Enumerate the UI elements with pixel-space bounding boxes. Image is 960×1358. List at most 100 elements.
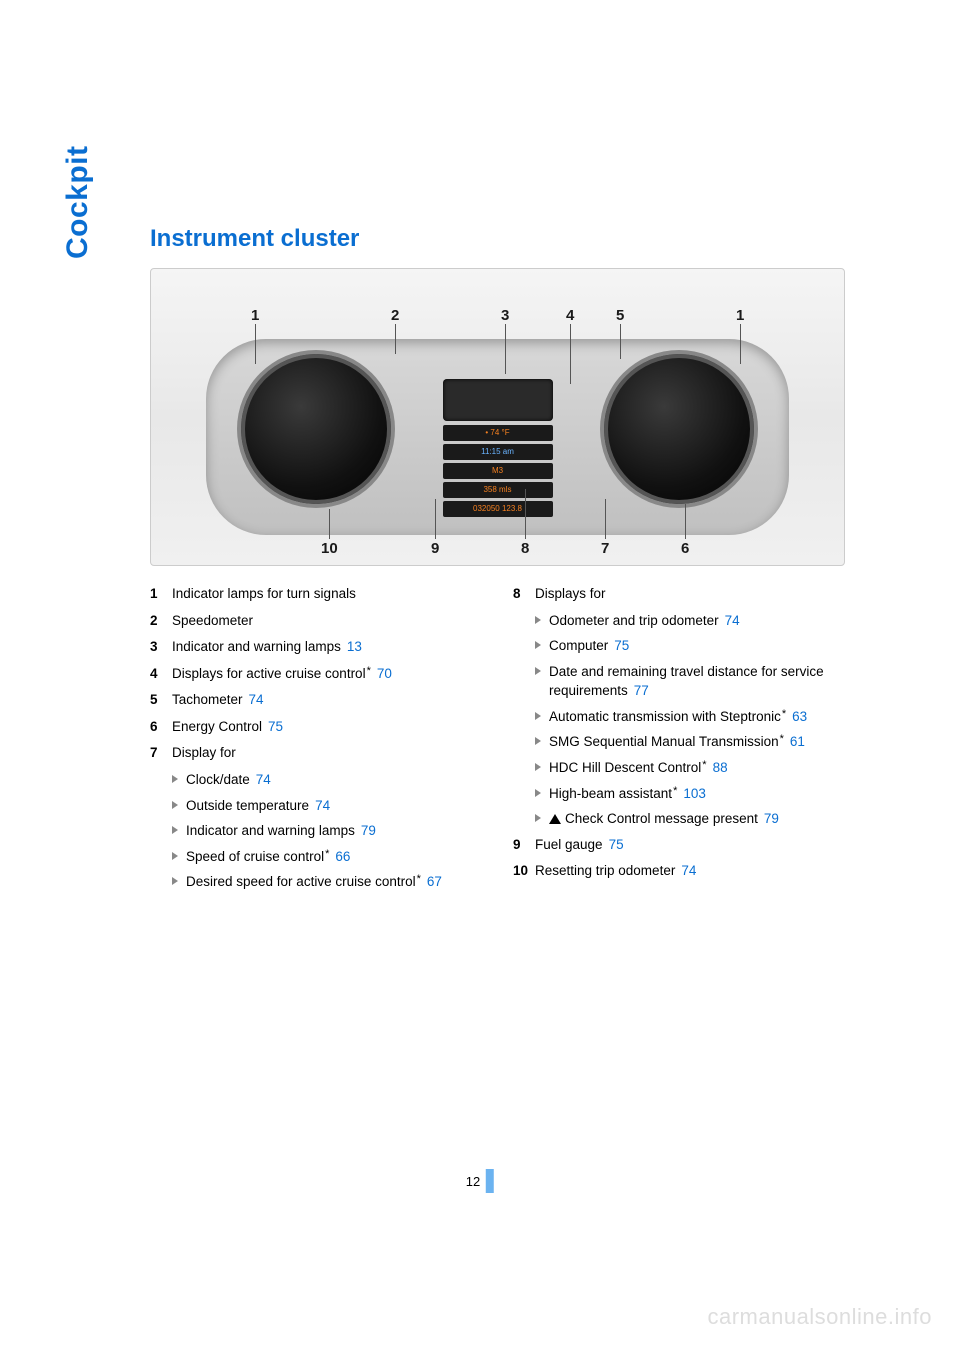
legend-sublist: Odometer and trip odometer 74 Computer75 Da… [535,611,848,829]
legend-item: 2Speedometer [150,611,485,631]
page-number-value: 12 [466,1174,480,1189]
lead-line [395,324,396,354]
page-reference[interactable]: 88 [713,760,728,775]
footnote-star-icon: * [780,733,784,745]
legend-sublabel: Automatic transmission with Steptronic [549,709,781,724]
legend-label: Displays for active cruise control [172,666,366,681]
page-reference[interactable]: 74 [725,613,740,628]
bullet-triangle-icon [172,877,178,885]
page-reference[interactable]: 13 [347,639,362,654]
legend-subtext: High-beam assistant* 103 [549,784,848,804]
footnote-star-icon: * [702,759,706,771]
lead-line [435,499,436,539]
page-reference[interactable]: 79 [361,823,376,838]
page-reference[interactable]: 70 [377,666,392,681]
callout-9: 9 [431,540,439,557]
page-heading: Instrument cluster [150,225,860,253]
legend-item: 1Indicator lamps for turn signals [150,584,485,604]
legend-label: Indicator and warning lamps [172,639,341,654]
callout-6: 6 [681,540,689,557]
legend-text: Energy Control75 [172,717,485,737]
callout-7: 7 [601,540,609,557]
legend-number: 4 [150,664,172,684]
legend-columns: 1Indicator lamps for turn signals2Speedo… [150,584,860,898]
bullet-triangle-icon [535,641,541,649]
legend-subtext: Date and remaining travel distance for s… [549,662,848,701]
page-reference[interactable]: 74 [681,863,696,878]
page-number: 12 [466,1169,494,1193]
page-reference[interactable]: 74 [315,798,330,813]
bullet-triangle-icon [535,789,541,797]
legend-subtext: Speed of cruise control* 66 [186,847,485,867]
footnote-star-icon: * [367,665,371,677]
bullet-triangle-icon [172,852,178,860]
footnote-star-icon: * [673,785,677,797]
page-number-bar [486,1169,494,1193]
legend-subitem: Computer75 [535,636,848,656]
legend-subitem: High-beam assistant* 103 [535,784,848,804]
info-time: 11:15 am [443,444,553,460]
lead-line [255,324,256,364]
legend-label: Speedometer [172,613,253,628]
legend-right-column: 8Displays forOdometer and trip odometer7… [513,584,848,898]
legend-text: Indicator and warning lamps 13 [172,637,485,657]
legend-sublabel: High-beam assistant [549,786,672,801]
page-reference[interactable]: 75 [268,719,283,734]
page-reference[interactable]: 74 [256,772,271,787]
bullet-triangle-icon [172,801,178,809]
legend-label: Indicator lamps for turn signals [172,586,356,601]
lead-line [505,324,506,374]
legend-subtext: SMG Sequential Manual Transmission*61 [549,732,848,752]
legend-item: 10Resetting trip odometer74 [513,861,848,881]
legend-sublist: Clock/date74Outside temperature74Indicat… [172,770,485,892]
page-reference[interactable]: 79 [764,811,779,826]
page-reference[interactable]: 66 [335,849,350,864]
page-reference[interactable]: 75 [614,638,629,653]
legend-text: Displays for [535,584,848,604]
legend-sublabel: Odometer and trip odometer [549,613,719,628]
legend-sublabel: Indicator and warning lamps [186,823,355,838]
legend-item: 4Displays for active cruise control* 70 [150,664,485,684]
bullet-triangle-icon [535,712,541,720]
legend-subtext: Check Control message present79 [549,809,848,829]
bullet-triangle-icon [172,826,178,834]
info-gear: M3 [443,463,553,479]
footnote-star-icon: * [325,848,329,860]
page-reference[interactable]: 61 [790,734,805,749]
legend-text: Tachometer74 [172,690,485,710]
legend-number: 10 [513,861,535,881]
legend-number: 3 [150,637,172,657]
legend-number: 2 [150,611,172,631]
callout-1-left: 1 [251,307,259,324]
legend-subitem: Desired speed for active cruise control*… [172,872,485,892]
page-reference[interactable]: 77 [634,683,649,698]
page: Cockpit Instrument cluster • 74 °F 11:15… [0,0,960,1358]
page-reference[interactable]: 103 [683,786,706,801]
legend-number: 1 [150,584,172,604]
page-reference[interactable]: 74 [249,692,264,707]
callout-5: 5 [616,307,624,324]
callout-1-right: 1 [736,307,744,324]
page-reference[interactable]: 75 [609,837,624,852]
lead-line [620,324,621,359]
legend-subitem: Odometer and trip odometer 74 [535,611,848,631]
legend-sublabel: Desired speed for active cruise control [186,874,416,889]
lead-line [329,509,330,539]
legend-sublabel: Speed of cruise control [186,849,324,864]
legend-subtext: Odometer and trip odometer 74 [549,611,848,631]
legend-subitem: Speed of cruise control* 66 [172,847,485,867]
warning-lamp-panel [443,379,553,421]
page-reference[interactable]: 67 [427,874,442,889]
tachometer-gauge [604,354,754,504]
page-reference[interactable]: 63 [792,709,807,724]
legend-subitem: HDC Hill Descent Control*88 [535,758,848,778]
legend-subtext: Clock/date74 [186,770,485,790]
legend-number: 7 [150,743,172,763]
legend-subtext: Indicator and warning lamps 79 [186,821,485,841]
legend-text: Display for [172,743,485,763]
section-tab: Cockpit [61,145,95,259]
legend-text: Displays for active cruise control* 70 [172,664,485,684]
instrument-cluster-figure: • 74 °F 11:15 am M3 358 mls 032050 123.8… [150,268,845,566]
lead-line [605,499,606,539]
legend-label: Fuel gauge [535,837,603,852]
